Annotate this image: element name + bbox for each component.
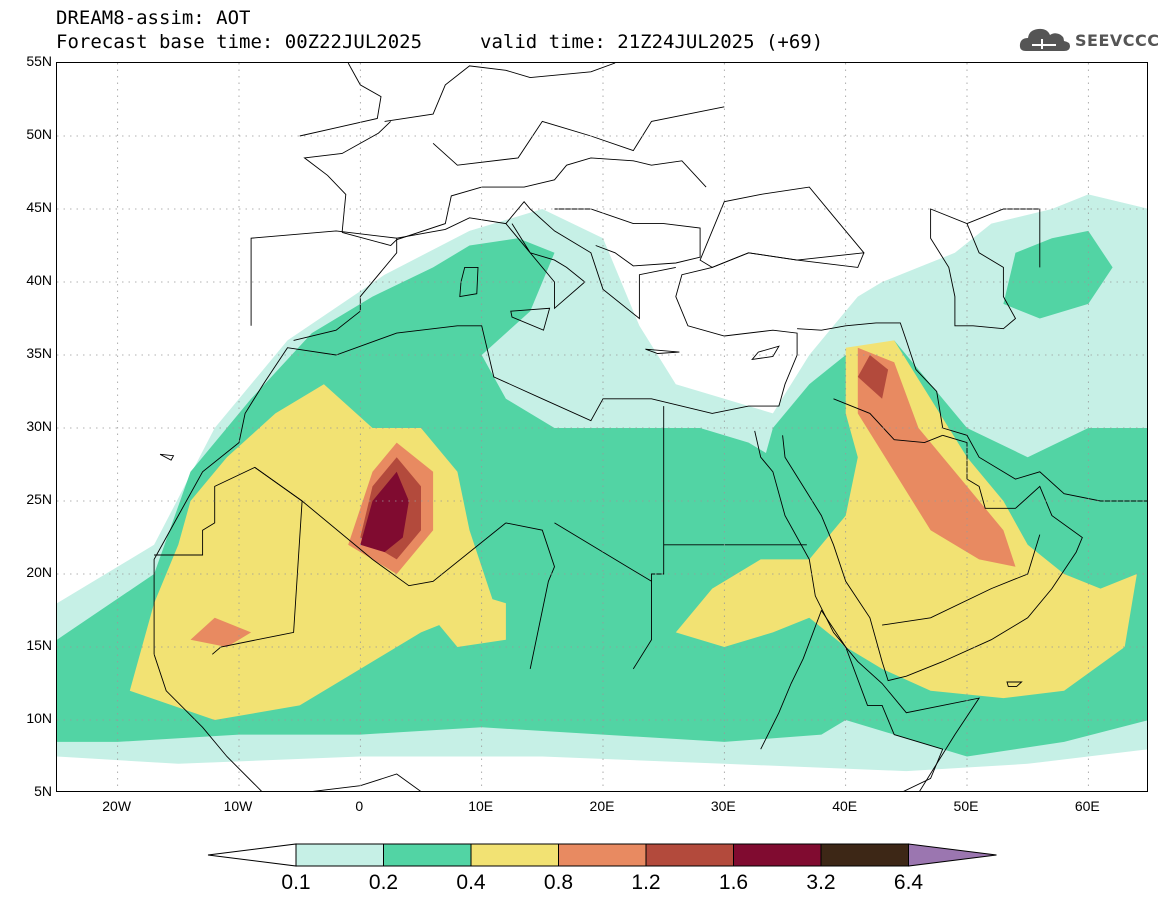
gridlines [57,63,1147,791]
coastline-sardinia [459,266,479,298]
aot-map [57,63,1147,791]
lon-label: 20E [589,798,615,814]
colorbar-swatch [383,843,472,867]
colorbar-swatch [295,843,384,867]
colorbar-tick-label: 0.2 [368,871,399,894]
map-area [56,62,1148,792]
aot-region-1.6-west [360,471,409,553]
colorbar-tick-label: 6.4 [893,871,924,894]
coastline-crete [645,348,680,354]
coastline-sicily [510,307,551,331]
lon-label: 10W [223,798,253,814]
logo-text: SEEVCCC [1075,30,1160,50]
lon-label: 30E [710,798,736,814]
colorbar-tick-label: 1.6 [718,871,749,894]
lat-label: 45N [26,199,52,215]
lat-label: 10N [26,710,52,726]
lon-label: 20W [102,798,132,814]
lon-label: 60E [1074,798,1100,814]
coastline-france [303,121,392,233]
colorbar-swatch [820,843,909,867]
lon-label: 50E [953,798,979,814]
coastline-arabia [782,434,1083,682]
colorbar-swatch [645,843,734,867]
colorbar-tick-label: 0.8 [543,871,574,894]
lat-label: 50N [26,126,52,142]
colorbar-tick-label: 3.2 [806,871,836,894]
aot-region-1.2-iraq [857,355,889,399]
coastline-gulf-guinea [312,773,421,791]
coastline-west-africa [153,654,262,791]
coastline-iberia [250,230,398,341]
coastline-africa-north [153,252,865,655]
lon-label: 40E [832,798,858,814]
lat-label: 30N [26,418,52,434]
border-europe-north [384,63,616,122]
cloud-icon [1019,28,1070,51]
lat-label: 40N [26,272,52,288]
map-title: DREAM8-assim: AOT [56,7,251,29]
border-saudi-iraq [833,398,943,444]
colorbar-over-triangle [908,843,997,867]
coastline-canaries [159,453,175,461]
colorbar-swatch [470,843,559,867]
coastlines [153,63,1147,791]
lat-label: 20N [26,564,52,580]
lat-label: 5N [34,783,52,799]
colorbar-tick-label: 0.1 [281,871,311,894]
border-syria-turkey [797,322,877,331]
aot-field-contours [57,194,1147,772]
colorbar-tick-label: 0.4 [456,871,486,894]
lat-label: 25N [26,491,52,507]
border-iraq-iran [876,322,944,429]
border-kazakh [966,208,1041,268]
lon-label: 0 [355,798,364,814]
border-nile-egypt-libya [651,406,665,582]
seevccc-logo: SEEVCCC [1018,22,1160,58]
aot-colorbar [207,843,997,867]
lat-label: 35N [26,345,52,361]
coastline-iran [942,427,1147,502]
colorbar-swatch [558,843,647,867]
colorbar-under-triangle [207,843,297,867]
forecast-base-time: Forecast base time: 00Z22JUL2025 [56,31,423,53]
lon-label: 10E [468,798,494,814]
valid-time: valid time: 21Z24JUL2025 (+69) [480,31,824,53]
lat-label: 15N [26,637,52,653]
coastline-black-sea [699,186,865,268]
coastline-caspian [930,208,1017,330]
aot-region-0.4-chad [433,588,506,647]
border-ethiopia [760,609,944,791]
coastline-cyprus [751,345,780,361]
border-europe-inner [432,106,725,166]
coastline-europe [396,200,676,320]
border-mauritania [154,466,303,655]
colorbar-swatch [733,843,822,867]
coastline-red-sea [754,430,981,791]
border-niger-chad [505,522,555,669]
aot-region-0.8-mali [190,617,252,647]
colorbar-tick-label: 1.2 [631,871,661,894]
border-libya-chad [554,522,652,670]
aot-region-0.8-arabia [857,347,1016,567]
aot-region-0.4-arabia [675,340,1137,699]
coastline-britain [299,63,382,137]
aot-region-0.2-caspian [1003,230,1113,319]
border-europe-central [341,157,707,247]
coastline-socotra [1006,681,1023,687]
lat-label: 55N [26,53,52,69]
border-balkans [554,208,701,267]
border-saudi-yemen [882,534,1041,626]
